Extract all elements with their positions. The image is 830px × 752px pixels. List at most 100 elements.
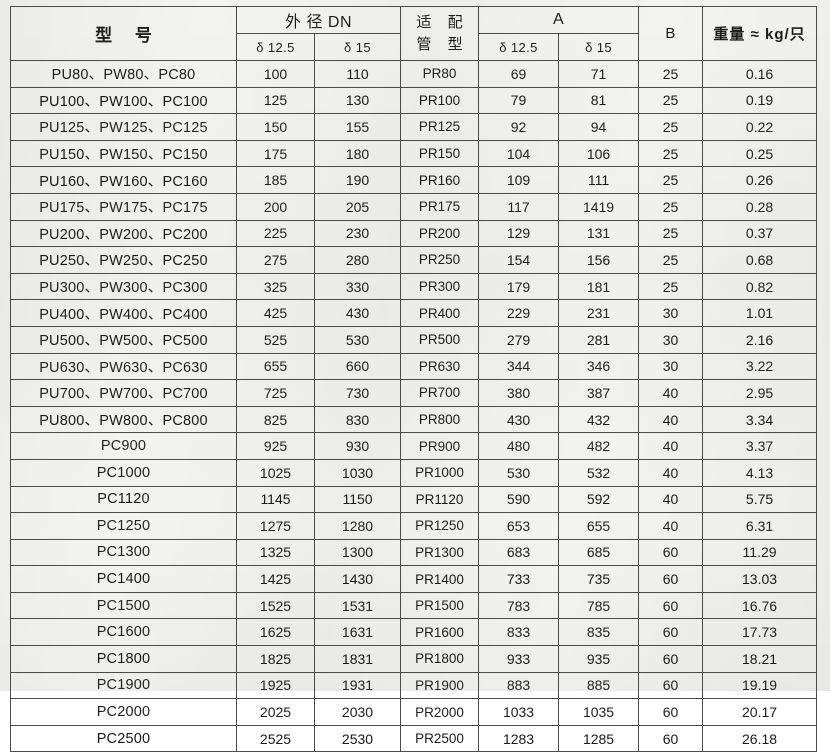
table-row: PU100、PW100、PC100 125 130 PR100 79 81 25 0.19 bbox=[10, 86, 818, 115]
table-body: PU80、PW80、PC80 100 110 PR80 69 71 25 0.16 PU100、… bbox=[10, 60, 818, 752]
cell-model: PC900 bbox=[10, 432, 237, 460]
cell-b: 40 bbox=[638, 512, 704, 540]
cell-dn-delta-12-5: 825 bbox=[236, 405, 315, 434]
cell-a-delta-15: 131 bbox=[558, 219, 640, 248]
cell-dn-delta-12-5: 1275 bbox=[236, 512, 315, 540]
cell-a-delta-12-5: 380 bbox=[478, 379, 560, 407]
header-a-group: A bbox=[478, 6, 640, 34]
cell-model: PC1250 bbox=[10, 512, 237, 540]
cell-model: PC1300 bbox=[10, 538, 237, 567]
cell-dn-delta-12-5: 225 bbox=[236, 219, 315, 248]
cell-pipe-type: PR500 bbox=[400, 325, 480, 354]
cell-b: 60 bbox=[638, 565, 704, 593]
cell-b: 60 bbox=[638, 618, 704, 647]
cell-model: PU300、PW300、PC300 bbox=[10, 272, 237, 301]
table-header: 型 号 外 径 DN 适 配 管 型 A B bbox=[10, 6, 818, 61]
cell-dn-delta-15: 1430 bbox=[313, 565, 402, 593]
table-row: PU300、PW300、PC300 325 330 PR300 179 181 25 0.82 bbox=[10, 272, 818, 301]
cell-dn-delta-12-5: 200 bbox=[236, 192, 315, 221]
cell-dn-delta-12-5: 1925 bbox=[236, 671, 315, 700]
header-pipe-type: 适 配 管 型 bbox=[400, 6, 480, 61]
cell-dn-delta-15: 1831 bbox=[313, 645, 402, 673]
cell-model: PU700、PW700、PC700 bbox=[10, 379, 237, 407]
cell-model: PC1600 bbox=[10, 618, 237, 647]
cell-dn-delta-12-5: 125 bbox=[236, 86, 315, 115]
cell-b: 60 bbox=[638, 698, 704, 726]
header-weight-label: 重量 ≈ kg/只 bbox=[713, 26, 806, 43]
cell-dn-delta-15: 2030 bbox=[313, 698, 402, 726]
cell-model: PU500、PW500、PC500 bbox=[10, 325, 237, 354]
table-row: PU150、PW150、PC150 175 180 PR150 104 106 25 0.25 bbox=[10, 139, 818, 168]
header-dn-delta-15: δ 15 bbox=[313, 33, 402, 61]
header-row-primary: 型 号 外 径 DN 适 配 管 型 A B bbox=[10, 6, 818, 61]
cell-pipe-type: PR400 bbox=[400, 299, 480, 327]
cell-a-delta-15: 111 bbox=[558, 166, 640, 194]
table-row: PC1500 1525 1531 PR1500 783 785 60 16.76 bbox=[10, 591, 818, 620]
cell-model: PC1900 bbox=[10, 671, 237, 700]
table-row: PC2500 2525 2530 PR2500 1283 1285 60 26.18 bbox=[10, 724, 818, 752]
cell-a-delta-12-5: 117 bbox=[478, 192, 560, 221]
cell-a-delta-15: 685 bbox=[558, 538, 640, 567]
cell-dn-delta-12-5: 655 bbox=[236, 352, 315, 381]
table-row: PU160、PW160、PC160 185 190 PR160 109 111 25 0.26 bbox=[10, 166, 818, 194]
cell-pipe-type: PR700 bbox=[400, 379, 480, 407]
header-b-label: B bbox=[665, 25, 676, 42]
table-row: PC1900 1925 1931 PR1900 883 885 60 19.19 bbox=[10, 671, 818, 700]
cell-b: 60 bbox=[638, 538, 704, 567]
cell-dn-delta-12-5: 1825 bbox=[236, 645, 315, 673]
cell-pipe-type: PR1600 bbox=[400, 618, 480, 647]
cell-a-delta-12-5: 154 bbox=[478, 246, 560, 274]
cell-pipe-type: PR150 bbox=[400, 139, 480, 168]
cell-model: PC1400 bbox=[10, 565, 237, 593]
cell-dn-delta-15: 230 bbox=[313, 219, 402, 248]
cell-model: PU150、PW150、PC150 bbox=[10, 139, 237, 168]
cell-dn-delta-15: 730 bbox=[313, 379, 402, 407]
cell-a-delta-15: 81 bbox=[558, 86, 640, 115]
cell-a-delta-15: 71 bbox=[558, 60, 640, 88]
cell-b: 60 bbox=[638, 645, 704, 673]
cell-model: PU250、PW250、PC250 bbox=[10, 246, 237, 274]
specification-table-container: 型 号 外 径 DN 适 配 管 型 A B bbox=[10, 6, 818, 752]
cell-weight: 0.25 bbox=[702, 139, 818, 168]
table-row: PU125、PW125、PC125 150 155 PR125 92 94 25 0.22 bbox=[10, 113, 818, 141]
cell-pipe-type: PR200 bbox=[400, 219, 480, 248]
cell-dn-delta-12-5: 2525 bbox=[236, 724, 315, 752]
cell-dn-delta-15: 1150 bbox=[313, 485, 402, 514]
table-row: PC1250 1275 1280 PR1250 653 655 40 6.31 bbox=[10, 512, 818, 540]
cell-b: 40 bbox=[638, 458, 704, 487]
cell-dn-delta-12-5: 1425 bbox=[236, 565, 315, 593]
cell-weight: 4.13 bbox=[702, 458, 818, 487]
cell-dn-delta-12-5: 1325 bbox=[236, 538, 315, 567]
cell-a-delta-15: 835 bbox=[558, 618, 640, 647]
header-a-delta-12-5: δ 12.5 bbox=[478, 33, 560, 61]
cell-pipe-type: PR1000 bbox=[400, 458, 480, 487]
cell-a-delta-12-5: 92 bbox=[478, 113, 560, 141]
cell-weight: 5.75 bbox=[702, 485, 818, 514]
cell-weight: 26.18 bbox=[702, 724, 818, 752]
cell-b: 25 bbox=[638, 113, 704, 141]
cell-b: 40 bbox=[638, 432, 704, 460]
cell-pipe-type: PR250 bbox=[400, 246, 480, 274]
specification-table: 型 号 外 径 DN 适 配 管 型 A B bbox=[10, 6, 818, 752]
cell-a-delta-15: 785 bbox=[558, 591, 640, 620]
cell-dn-delta-15: 205 bbox=[313, 192, 402, 221]
cell-b: 25 bbox=[638, 192, 704, 221]
cell-a-delta-15: 735 bbox=[558, 565, 640, 593]
cell-model: PU630、PW630、PC630 bbox=[10, 352, 237, 381]
cell-a-delta-15: 482 bbox=[558, 432, 640, 460]
cell-a-delta-12-5: 229 bbox=[478, 299, 560, 327]
cell-b: 40 bbox=[638, 405, 704, 434]
cell-a-delta-15: 231 bbox=[558, 299, 640, 327]
cell-weight: 3.34 bbox=[702, 405, 818, 434]
cell-a-delta-12-5: 1033 bbox=[478, 698, 560, 726]
cell-model: PC1120 bbox=[10, 485, 237, 514]
cell-weight: 18.21 bbox=[702, 645, 818, 673]
cell-weight: 0.26 bbox=[702, 166, 818, 194]
header-pipe-type-line1: 适 配 bbox=[416, 13, 469, 31]
cell-b: 60 bbox=[638, 724, 704, 752]
cell-model: PU100、PW100、PC100 bbox=[10, 86, 237, 115]
cell-dn-delta-15: 180 bbox=[313, 139, 402, 168]
header-model: 型 号 bbox=[10, 6, 237, 61]
cell-a-delta-15: 387 bbox=[558, 379, 640, 407]
cell-a-delta-12-5: 480 bbox=[478, 432, 560, 460]
